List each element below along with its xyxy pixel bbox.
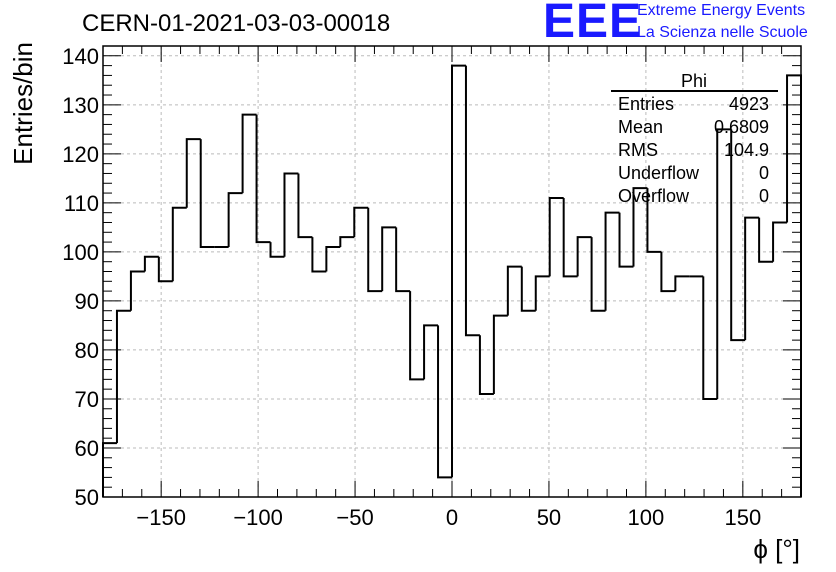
y-tick-label: 140 (62, 44, 99, 69)
histogram-bin (297, 173, 313, 239)
histogram-bin (339, 236, 355, 247)
histogram-bin (381, 226, 397, 292)
histogram-bin (674, 275, 690, 292)
histogram-bin (185, 138, 201, 208)
stats-label-entries: Entries (618, 94, 674, 114)
histogram-bin (283, 172, 299, 257)
histogram-bin (506, 265, 522, 316)
histogram-bin (786, 74, 802, 497)
histogram-bin (255, 114, 271, 244)
histogram-bin (548, 196, 564, 277)
histogram-bin (464, 65, 480, 337)
tick-labels: −150 −100 −50 0 50 100 150 50 60 70 80 90 100 110 120 1… (62, 44, 761, 530)
axis-ticks (102, 45, 802, 498)
histogram-bin (423, 324, 439, 380)
histogram-bin (451, 64, 466, 478)
stats-label-rms: RMS (618, 140, 658, 160)
eee-logo: EEE (543, 0, 643, 48)
histogram-bin (115, 309, 131, 444)
stats-value-overflow: 0 (759, 186, 769, 206)
x-tick-label: −100 (233, 505, 283, 530)
histogram-bin (409, 291, 425, 381)
stats-value-rms: 104.9 (724, 140, 769, 160)
stats-box: Phi Entries 4923 Mean 0.6809 RMS 104.9 U… (611, 71, 778, 206)
histogram-bin (604, 211, 620, 311)
histogram-bin (102, 442, 117, 497)
x-tick-label: −150 (136, 505, 186, 530)
stats-value-entries: 4923 (729, 94, 769, 114)
y-tick-label: 60 (75, 436, 99, 461)
histogram-bin (562, 197, 578, 278)
histogram-bin (758, 217, 774, 263)
histogram-bin (660, 251, 676, 293)
histogram-bin (772, 221, 788, 262)
histogram-bin (325, 245, 341, 272)
y-tick-label: 90 (75, 289, 99, 314)
x-tick-label: 50 (537, 505, 561, 530)
x-tick-label: −50 (336, 505, 373, 530)
histogram-bin (730, 129, 746, 342)
histogram-bin (520, 266, 536, 312)
histogram-bin (227, 192, 243, 247)
histogram-bin (437, 325, 452, 479)
histogram-bin (478, 335, 494, 396)
histogram-bin (744, 216, 760, 341)
y-tick-label: 50 (75, 485, 99, 510)
y-tick-label: 130 (62, 93, 99, 118)
histogram-bin (590, 237, 606, 312)
y-tick-label: 80 (75, 338, 99, 363)
histogram-bin (353, 206, 369, 238)
histogram-bin (199, 139, 215, 248)
histogram-bin (576, 236, 592, 277)
stats-box-name: Phi (681, 71, 707, 91)
histogram-bin (534, 275, 550, 311)
eee-logo-line2: La Scienza nelle Scuole (637, 24, 808, 41)
histogram-bin (716, 128, 732, 399)
y-axis-title: Entries/bin (8, 42, 38, 165)
x-axis-title: ϕ [°] (753, 534, 800, 564)
histogram-bin (702, 276, 718, 400)
histogram-bin (492, 314, 508, 395)
histogram-bin (157, 256, 173, 283)
histogram-series (102, 64, 802, 497)
histogram-bin (143, 255, 159, 272)
histogram-title: CERN-01-2021-03-03-00018 (82, 10, 391, 37)
eee-logo-line1: Extreme Energy Events (637, 2, 806, 19)
x-tick-label: 0 (446, 505, 458, 530)
stats-label-underflow: Underflow (618, 163, 700, 183)
y-tick-label: 70 (75, 387, 99, 412)
histogram-bin (241, 113, 257, 194)
histogram-bin (269, 242, 285, 258)
histogram-bin (395, 227, 411, 293)
y-tick-label: 100 (62, 240, 99, 265)
histogram-bin (646, 188, 662, 253)
histogram-bin (311, 237, 327, 273)
histogram-bin (171, 206, 187, 282)
histogram-bin (618, 212, 634, 268)
histogram-bin (632, 187, 648, 267)
stats-value-underflow: 0 (759, 163, 769, 183)
y-tick-label: 110 (64, 191, 99, 216)
stats-label-overflow: Overflow (618, 186, 690, 206)
histogram-bin (129, 270, 145, 311)
x-tick-label: 150 (724, 505, 761, 530)
stats-label-mean: Mean (618, 117, 663, 137)
stats-value-mean: 0.6809 (714, 117, 769, 137)
x-tick-label: 100 (628, 505, 665, 530)
y-tick-label: 120 (62, 142, 99, 167)
histogram-bin (367, 207, 383, 293)
